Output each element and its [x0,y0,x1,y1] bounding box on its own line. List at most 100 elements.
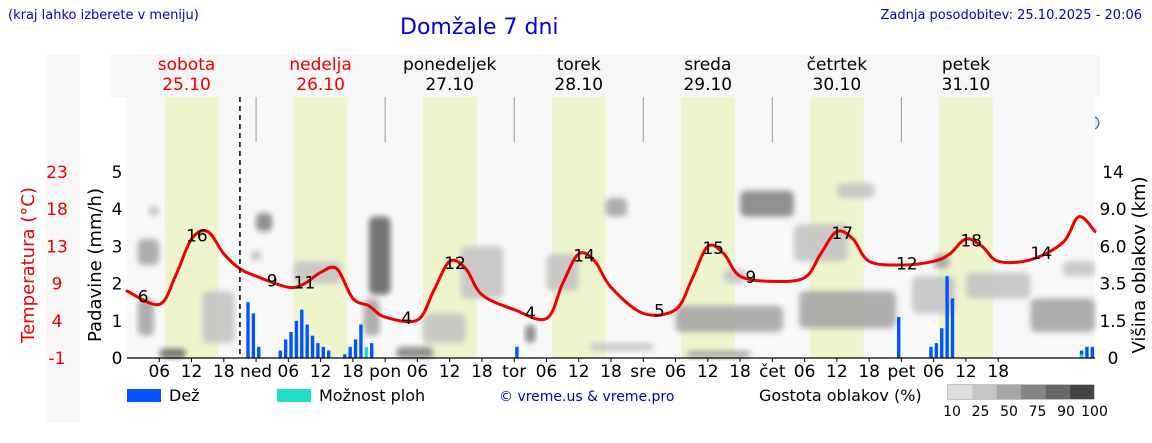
legend-storm-label: Možnost ploh [319,386,425,405]
rain-bar [310,335,315,358]
temperature-value-label: 9 [267,272,278,292]
cloud-scale-swatch [972,385,997,399]
rain-bar [321,346,325,358]
cloud-blob [395,346,434,358]
cloud-blob [723,268,746,284]
rain-bar [251,313,256,358]
precip-tick-label: 1 [112,312,123,332]
cloud-height-tick-label: 0 [1108,349,1119,369]
credit-text: © vreme.us & vreme.pro [499,389,674,405]
cloud-scale-swatch [1069,385,1094,399]
temperature-value-label: 17 [831,224,853,244]
cloud-blob [202,291,235,344]
left-axis-panel [46,55,80,423]
x-tick-label: 18 [600,362,622,382]
storm-bar [1079,354,1084,358]
cloud-blob [589,343,655,351]
day-name: torek [557,55,601,75]
temperature-value-label: 9 [745,268,756,288]
rain-bar [348,346,352,358]
day-name: nedelja [289,55,351,75]
cloud-scale-label: 75 [1029,404,1047,420]
x-tick-label: 12 [181,362,203,382]
cloud-height-tick-label: 14 [1102,163,1124,183]
rain-bar [294,320,299,358]
x-tick-label: pon [369,362,401,382]
cloud-blob [605,198,628,217]
cloud-density-scale: 10 25 50 75 90 100 [943,384,1108,420]
day-date: 26.10 [296,75,345,95]
rain-bar [343,354,347,358]
temperature-value-label: 12 [444,254,466,274]
rain-bar [305,324,309,358]
daylight-band [551,97,606,358]
precipitation-axis-label: Padavine (mm/h) [85,188,106,342]
day-name: sobota [158,55,216,75]
x-tick-label: 18 [213,362,235,382]
x-tick-label: 06 [665,362,687,382]
x-tick-label: 18 [987,362,1009,382]
legend-cloud-label: Gostota oblakov (%) [759,386,922,405]
cloud-blob [250,250,262,262]
day-name: ponedeljek [403,55,497,75]
page-title: Domžale 7 dni [400,15,559,40]
temp-tick-label: -1 [49,349,66,369]
rain-bar [934,343,939,358]
temp-tick-label: 4 [52,312,63,332]
x-tick-label: 12 [439,362,461,382]
precip-tick-label: 2 [112,275,123,295]
cloud-blob [1030,298,1095,332]
rain-bar [929,346,933,358]
x-tick-label: 18 [471,362,493,382]
cloud-scale-swatch [996,385,1021,399]
cloud-blob [799,291,897,329]
cloud-blob [137,298,154,336]
cloud-height-tick-label: 3.5 [1099,275,1126,295]
cloud-blob [369,216,391,295]
cloud-blob [137,238,160,265]
cloud-height-tick-label: 9.0 [1099,200,1126,220]
rain-bar [515,346,519,358]
temperature-labels: 6 16 9 11 4 12 4 14 5 15 9 17 12 18 14 [138,224,1052,329]
temperature-value-label: 11 [294,274,316,294]
precip-tick-label: 0 [112,349,123,369]
rain-bar [289,331,293,358]
legend-rain-label: Dež [169,386,200,405]
x-tick-label: 12 [955,362,977,382]
cloud-blob [675,305,784,332]
temperature-line [125,215,1097,324]
temperature-value-label: 14 [1030,244,1052,264]
precip-tick-label: 3 [112,237,123,257]
legend-storm-swatch [277,389,311,402]
x-tick-label: 06 [536,362,558,382]
cloud-scale-swatch [948,385,973,399]
x-tick-label: 12 [826,362,848,382]
cloud-scale-label: 100 [1081,404,1108,420]
rain-bar [945,276,949,358]
storm-bar [364,346,368,358]
x-tick-label: 12 [697,362,719,382]
cloud-scale-label: 10 [943,404,961,420]
temp-tick-label: 13 [46,237,68,257]
x-tick-label: 18 [729,362,751,382]
x-tick-label: 06 [278,362,300,382]
temperature-value-label: 6 [138,288,149,308]
location-menu-hint[interactable]: (kraj lahko izberete v meniju) [8,8,199,23]
rain-bar [1090,346,1094,358]
cloud-blob [912,276,956,314]
x-axis-ticks: 06 12 18 ned 06 12 18 pon 06 12 18 tor 06 12 18 sre 06 12… [148,358,1009,382]
cloud-blob [740,190,794,217]
cloud-blob [422,313,466,344]
rain-bar [353,339,358,358]
cloud-scale-label: 90 [1057,404,1075,420]
x-tick-label: 06 [407,362,429,382]
cloud-blob [460,246,504,299]
cloud-blob [148,205,160,217]
temperature-value-label: 14 [573,246,595,266]
rain-bar [359,324,363,358]
day-name: četrtek [807,55,868,75]
temp-tick-label: 18 [46,200,68,220]
last-updated: Zadnja posodobitev: 25.10.2025 - 20:06 [880,8,1142,23]
